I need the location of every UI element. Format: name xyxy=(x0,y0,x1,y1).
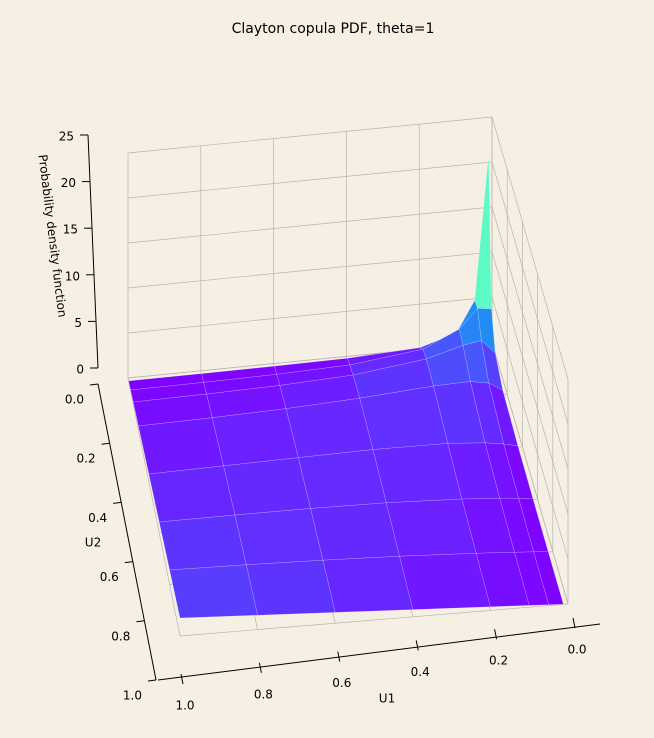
z-tick-label: 10 xyxy=(65,269,80,283)
x-tick xyxy=(415,640,419,651)
surface-patch xyxy=(310,502,400,561)
surface-patch xyxy=(399,553,491,610)
y-tick-label: 0.2 xyxy=(77,452,96,466)
y-tick-label: 0.6 xyxy=(100,570,119,584)
grid-line xyxy=(127,206,493,244)
x-tick-label: 1.0 xyxy=(175,699,194,713)
y-tick-label: 0.4 xyxy=(88,511,107,525)
grid-line xyxy=(127,161,493,199)
y-tick xyxy=(147,679,157,682)
grid-line xyxy=(491,161,569,425)
grid-line xyxy=(491,206,569,470)
x-tick xyxy=(258,662,262,673)
y-tick xyxy=(124,561,133,564)
surface-patch xyxy=(223,457,311,516)
surface-patch xyxy=(322,555,414,613)
surface-patch xyxy=(372,443,463,504)
grid-line xyxy=(491,341,569,605)
surface-patch xyxy=(234,508,324,566)
surface-patch xyxy=(211,408,299,467)
x-axis-line xyxy=(157,623,601,681)
x-tick-label: 0.6 xyxy=(332,676,351,690)
y-tick xyxy=(89,383,99,386)
x-axis-label: U1 xyxy=(379,692,395,706)
x-tick xyxy=(494,629,498,640)
chart-title: Clayton copula PDF, theta=1 xyxy=(232,21,435,37)
surface-patch xyxy=(297,449,387,509)
y-tick xyxy=(136,620,145,623)
z-tick-label: 20 xyxy=(61,176,76,190)
x-tick-label: 0.8 xyxy=(254,687,273,701)
y-tick xyxy=(113,501,122,504)
surface-patch xyxy=(285,397,374,458)
x-tick xyxy=(572,617,576,629)
z-tick-label: 25 xyxy=(59,130,74,144)
x-tick-label: 0.4 xyxy=(411,665,430,679)
surface-patch xyxy=(245,559,336,616)
grid-line xyxy=(179,603,569,637)
grid-line xyxy=(127,116,493,154)
surface-patch xyxy=(158,514,247,571)
grid-line xyxy=(127,296,493,334)
y-tick-label: 1.0 xyxy=(123,689,142,703)
x-tick xyxy=(337,651,341,662)
x-tick-label: 0.2 xyxy=(489,654,508,668)
x-tick-label: 0.0 xyxy=(567,643,586,657)
y-tick xyxy=(101,442,110,445)
surface-patch xyxy=(385,498,477,557)
surface-patch xyxy=(169,564,258,619)
grid-line xyxy=(491,116,569,380)
y-axis-line xyxy=(97,383,157,681)
grid-line xyxy=(491,251,569,515)
surface-patch xyxy=(138,417,224,475)
y-axis-label: U2 xyxy=(85,536,101,550)
grid-line xyxy=(491,296,569,560)
grid-line xyxy=(127,251,493,289)
y-tick-label: 0.0 xyxy=(65,393,84,407)
x-tick xyxy=(180,673,184,685)
z-tick-label: 5 xyxy=(74,316,82,330)
surface-patch xyxy=(474,154,492,310)
grid-line xyxy=(127,377,181,637)
surface-patch xyxy=(148,465,236,523)
y-tick-label: 0.8 xyxy=(111,629,130,643)
z-axis-line xyxy=(87,134,99,369)
z-tick-label: 15 xyxy=(63,223,78,237)
z-tick-label: 0 xyxy=(76,363,84,377)
